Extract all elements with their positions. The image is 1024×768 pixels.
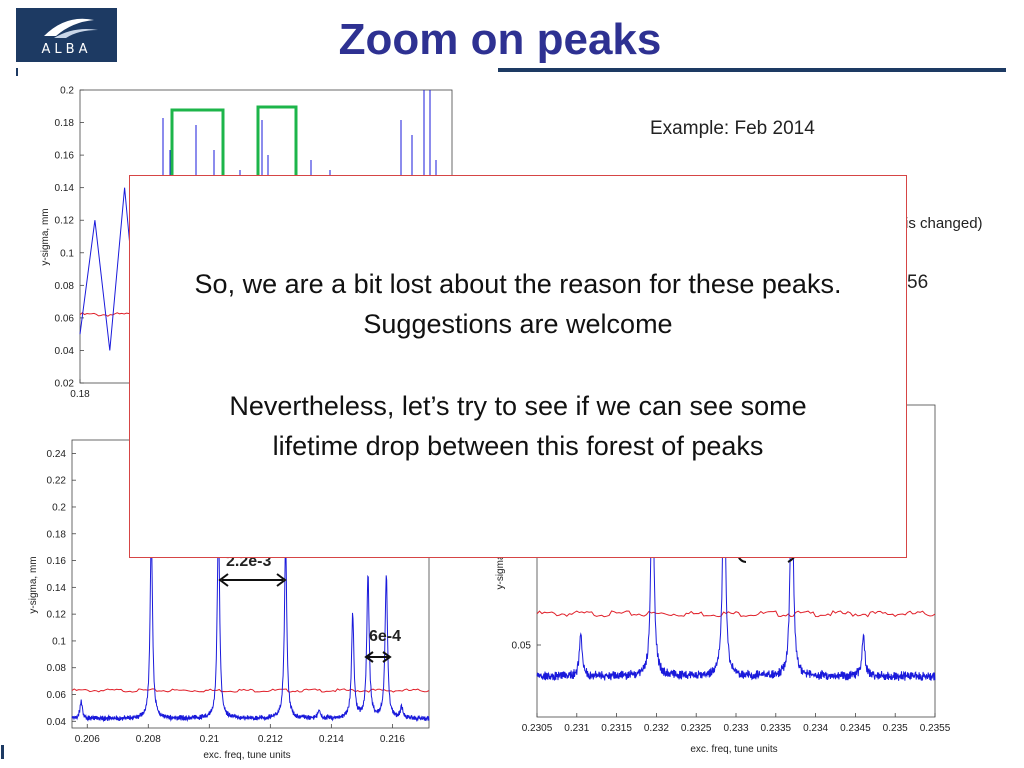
overlay-line-1: So, we are a bit lost about the reason f… bbox=[194, 269, 842, 299]
example-caption: Example: Feb 2014 bbox=[650, 118, 815, 139]
y-tick-label: 0.04 bbox=[47, 717, 67, 728]
x-tick-label: 0.232 bbox=[644, 723, 669, 734]
y-tick-label: 0.06 bbox=[55, 313, 75, 324]
partial-text-number: 56 bbox=[907, 272, 929, 293]
x-tick-label: 0.2345 bbox=[840, 723, 871, 734]
y-tick-label: 0.12 bbox=[55, 216, 75, 227]
logo-text: ALBA bbox=[41, 42, 92, 57]
overlay-line-3: Nevertheless, let’s try to see if we can… bbox=[229, 391, 807, 421]
chart-bl-xlabel: exc. freq, tune units bbox=[203, 750, 290, 761]
x-tick-label: 0.18 bbox=[70, 389, 90, 400]
x-tick-label: 0.2315 bbox=[601, 723, 632, 734]
edge-mark bbox=[1, 745, 4, 759]
y-tick-label: 0.14 bbox=[47, 583, 67, 594]
x-tick-label: 0.235 bbox=[883, 723, 908, 734]
y-tick-label: 0.05 bbox=[512, 641, 532, 652]
x-tick-label: 0.208 bbox=[136, 734, 161, 745]
y-tick-label: 0.02 bbox=[55, 379, 75, 390]
alba-logo: ALBA bbox=[16, 8, 117, 62]
chart-br-ylabel: y-sigma bbox=[495, 554, 506, 589]
page-title: Zoom on peaks bbox=[338, 15, 662, 64]
x-tick-label: 0.21 bbox=[200, 734, 220, 745]
chart-br-xlabel: exc. freq, tune units bbox=[690, 744, 777, 755]
y-tick-label: 0.18 bbox=[47, 529, 67, 540]
series-line bbox=[536, 426, 936, 681]
x-tick-label: 0.214 bbox=[319, 734, 344, 745]
x-tick-label: 0.231 bbox=[564, 723, 589, 734]
y-tick-label: 0.16 bbox=[47, 556, 67, 567]
overlay-line-4: lifetime drop between this forest of pea… bbox=[272, 431, 764, 461]
y-tick-label: 0.1 bbox=[52, 636, 66, 647]
threshold-line bbox=[71, 688, 430, 693]
annotation-arrow-6e-4: 6e-4 bbox=[364, 628, 401, 663]
x-tick-label: 0.212 bbox=[258, 734, 283, 745]
y-tick-label: 0.08 bbox=[55, 281, 75, 292]
partial-text-changed: is changed) bbox=[905, 215, 983, 232]
left-rule bbox=[16, 68, 18, 76]
y-tick-label: 0.22 bbox=[47, 476, 67, 487]
series-line bbox=[71, 519, 430, 723]
threshold-line bbox=[536, 610, 936, 618]
annotation-label-6e-4: 6e-4 bbox=[369, 628, 401, 645]
x-tick-label: 0.2305 bbox=[522, 723, 553, 734]
title-underline bbox=[498, 68, 1006, 72]
y-tick-label: 0.14 bbox=[55, 183, 75, 194]
x-tick-label: 0.2355 bbox=[920, 723, 951, 734]
y-tick-label: 0.12 bbox=[47, 610, 67, 621]
x-tick-label: 0.216 bbox=[380, 734, 405, 745]
y-tick-label: 0.18 bbox=[55, 118, 75, 129]
x-tick-label: 0.233 bbox=[723, 723, 748, 734]
alba-swoosh-icon bbox=[44, 18, 98, 38]
y-tick-label: 0.16 bbox=[55, 151, 75, 162]
x-tick-label: 0.234 bbox=[803, 723, 828, 734]
chart-top-ylabel: y-sigma, mm bbox=[40, 208, 51, 265]
y-tick-label: 0.04 bbox=[55, 346, 75, 357]
y-tick-label: 0.1 bbox=[60, 248, 74, 259]
chart-bl-ylabel: y-sigma, mm bbox=[28, 556, 39, 613]
overlay-line-2: Suggestions are welcome bbox=[363, 309, 673, 339]
y-tick-label: 0.06 bbox=[47, 690, 67, 701]
x-tick-label: 0.206 bbox=[75, 734, 100, 745]
y-tick-label: 0.08 bbox=[47, 663, 67, 674]
y-tick-label: 0.24 bbox=[47, 449, 67, 460]
y-tick-label: 0.2 bbox=[60, 86, 74, 97]
overlay-textbox: So, we are a bit lost about the reason f… bbox=[129, 175, 907, 558]
x-tick-label: 0.2335 bbox=[761, 723, 792, 734]
y-tick-label: 0.2 bbox=[52, 502, 66, 513]
x-tick-label: 0.2325 bbox=[681, 723, 712, 734]
